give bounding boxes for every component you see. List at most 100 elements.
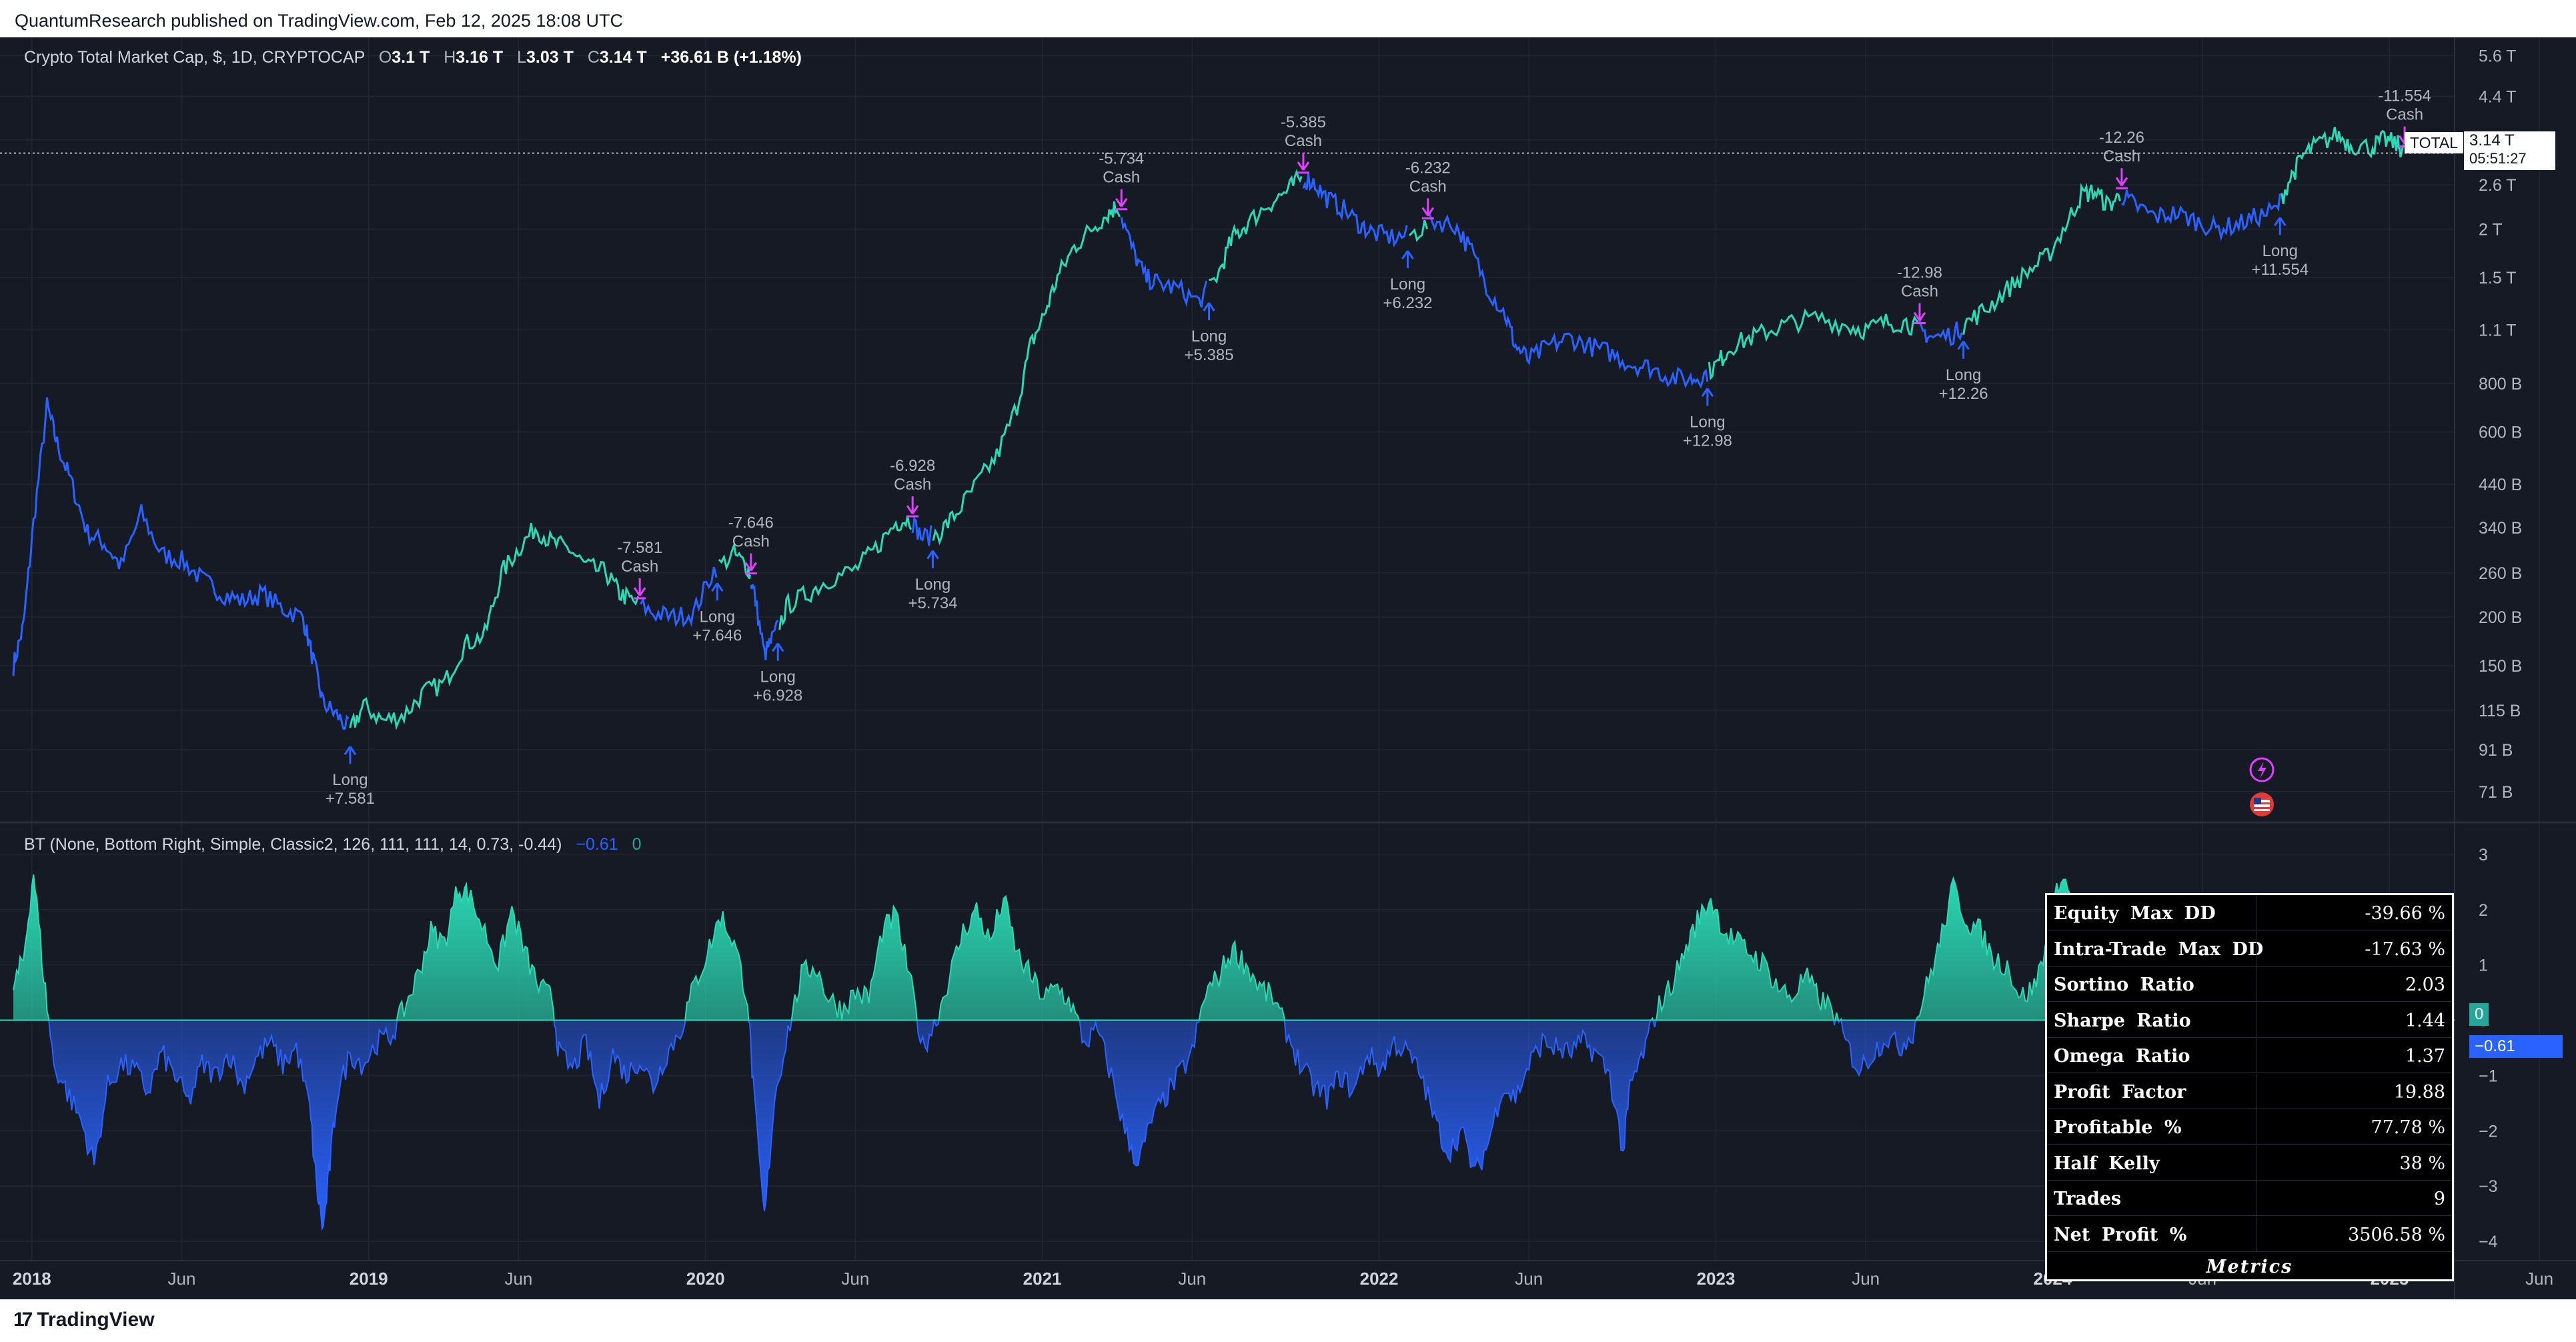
metrics-row: Equity Max DD -39.66 % — [2047, 895, 2452, 930]
change-value: +36.61 B (+1.18%) — [660, 48, 802, 67]
long-value: +12.26 — [1939, 385, 1988, 403]
high-key: H — [444, 48, 456, 67]
long-arrow — [1701, 388, 1714, 406]
time-axis-label: Jun — [168, 1269, 196, 1289]
cash-label: Cash — [1285, 132, 1322, 150]
chart-frame[interactable]: Long +7.581 -7.581 Cash Long +7.646 -7.646 Cash… — [0, 37, 2576, 1299]
metric-label: Equity Max DD — [2054, 903, 2216, 924]
price-axis-label: 440 B — [2479, 476, 2522, 494]
long-arrow — [711, 582, 724, 601]
price-series-segment — [1209, 169, 1303, 284]
time-axis-label: Jun — [1178, 1269, 1206, 1289]
osc-axis-label: −1 — [2479, 1067, 2498, 1085]
price-badge-value: 3.14 T — [2469, 131, 2515, 149]
us-flag-icon[interactable] — [2250, 792, 2274, 816]
open-key: O — [378, 48, 392, 67]
long-value: +7.581 — [326, 790, 375, 808]
time-axis-label: Jun — [504, 1269, 532, 1289]
long-value: +12.98 — [1683, 432, 1732, 450]
price-series-segment — [750, 584, 779, 660]
tradingview-logo-icon: 17 — [13, 1309, 33, 1331]
long-label: Long — [1390, 275, 1425, 293]
price-axis-label: 115 B — [2479, 702, 2521, 720]
long-arrow — [1203, 302, 1215, 321]
time-axis-label: Jun — [1515, 1269, 1543, 1289]
metric-value: 2.03 — [2405, 974, 2445, 995]
osc-line-positive — [13, 874, 2134, 1021]
close-value: 3.14 T — [599, 48, 647, 67]
price-badge-countdown: 05:51:27 — [2469, 150, 2527, 167]
time-axis-label: 2019 — [350, 1269, 388, 1289]
lightning-icon[interactable] — [2249, 757, 2275, 782]
cash-label: Cash — [2386, 106, 2423, 124]
metrics-table: Equity Max DD -39.66 % Intra-Trade Max DD -… — [2045, 893, 2454, 1281]
price-axis-label: 800 B — [2479, 375, 2522, 394]
long-arrow — [1401, 250, 1414, 269]
publisher-text: QuantumResearch published on TradingView… — [15, 11, 624, 31]
metric-label: Net Profit % — [2054, 1224, 2187, 1245]
close-key: C — [587, 48, 600, 67]
cash-arrow — [633, 578, 646, 600]
time-axis-label: 2021 — [1023, 1269, 1062, 1289]
cash-value: -6.928 — [890, 457, 935, 475]
price-series-segment — [1708, 308, 1919, 381]
price-series-segment — [911, 516, 932, 546]
long-value: +7.646 — [692, 626, 742, 644]
osc-axis-label: 3 — [2479, 846, 2488, 864]
price-series-segment — [1962, 183, 2121, 336]
cash-arrow — [744, 553, 758, 575]
metric-value: 38 % — [2399, 1153, 2445, 1174]
tradingview-logo[interactable]: 17 TradingView — [13, 1309, 155, 1331]
price-series-segment — [1120, 217, 1208, 307]
cash-arrow — [1115, 189, 1128, 211]
price-axis-label: 4.4 T — [2479, 87, 2517, 106]
time-axis-label: 2022 — [1360, 1269, 1399, 1289]
price-series-segment — [349, 522, 640, 730]
price-axis-label: 200 B — [2479, 608, 2522, 627]
metrics-row: Trades 9 — [2047, 1181, 2452, 1216]
cash-arrow — [1421, 198, 1435, 219]
osc-zero-badge: 0 — [2469, 1003, 2489, 1026]
metrics-row: Intra-Trade Max DD -17.63 % — [2047, 930, 2452, 966]
osc-axis-label: −4 — [2479, 1233, 2498, 1251]
cash-value: -7.581 — [617, 539, 662, 557]
cash-value: -7.646 — [728, 514, 774, 532]
long-value: +5.734 — [908, 594, 957, 612]
time-axis-label: 2023 — [1697, 1269, 1736, 1289]
symbol-legend[interactable]: Crypto Total Market Cap, $, 1D, CRYPTOCA… — [24, 48, 802, 67]
osc-axis-label: 2 — [2479, 901, 2488, 920]
cash-label: Cash — [894, 476, 931, 494]
long-value: +6.232 — [1383, 294, 1432, 312]
price-axis-label: 2 T — [2479, 221, 2503, 239]
osc-positive-area — [13, 874, 2134, 1021]
metric-label: Trades — [2054, 1189, 2122, 1209]
price-axis-label: 260 B — [2479, 564, 2522, 583]
cash-label: Cash — [1409, 177, 1447, 195]
price-series-segment — [640, 566, 718, 628]
cash-label: Cash — [732, 533, 770, 551]
price-series-segment — [1408, 219, 1428, 242]
metrics-title: Metrics — [2206, 1257, 2293, 1277]
low-key: L — [517, 48, 526, 67]
long-label: Long — [1946, 366, 1981, 384]
cash-arrow — [1913, 303, 1926, 325]
cash-arrow — [1297, 152, 1310, 174]
metrics-row: Omega Ratio 1.37 — [2047, 1038, 2452, 1073]
long-label: Long — [2263, 242, 2298, 260]
long-arrow — [926, 550, 939, 568]
price-symbol-badge: TOTAL — [2405, 132, 2463, 153]
price-series-segment — [12, 397, 350, 730]
long-arrow — [344, 746, 357, 764]
long-label: Long — [1690, 413, 1725, 431]
high-value: 3.16 T — [456, 48, 504, 67]
indicator-legend[interactable]: BT (None, Bottom Right, Simple, Classic2… — [24, 835, 642, 854]
osc-axis-label: 1 — [2479, 956, 2488, 975]
price-series-segment — [932, 201, 1121, 546]
cash-arrow — [906, 496, 919, 518]
metrics-row: Net Profit % 3506.58 % — [2047, 1216, 2452, 1252]
metric-value: -39.66 % — [2365, 903, 2445, 924]
metrics-row: Profitable % 77.78 % — [2047, 1109, 2452, 1145]
price-axis-label: 91 B — [2479, 741, 2513, 760]
indicator-title: BT (None, Bottom Right, Simple, Classic2… — [24, 835, 562, 854]
price-axis-label: 5.6 T — [2479, 47, 2517, 65]
